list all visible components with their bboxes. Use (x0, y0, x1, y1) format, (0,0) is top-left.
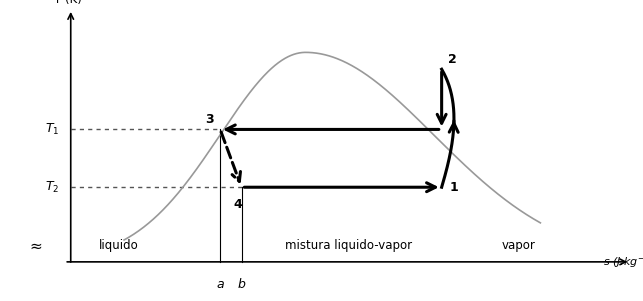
Text: mistura liquido-vapor: mistura liquido-vapor (285, 238, 412, 252)
Text: a: a (216, 278, 224, 291)
Text: s (J.kg$^{-1}$.K$^{-1}$): s (J.kg$^{-1}$.K$^{-1}$) (603, 253, 643, 271)
Text: vapor: vapor (502, 238, 536, 252)
Text: liquido: liquido (99, 238, 139, 252)
Text: b: b (237, 278, 246, 291)
Text: T (K): T (K) (53, 0, 82, 6)
Text: 2: 2 (448, 53, 457, 66)
Text: 3: 3 (205, 113, 213, 126)
Text: $\approx$: $\approx$ (27, 237, 44, 253)
Text: 1: 1 (450, 181, 458, 194)
Text: 4: 4 (234, 198, 242, 211)
Text: $T_1$: $T_1$ (45, 122, 59, 137)
Text: $T_2$: $T_2$ (45, 180, 59, 195)
